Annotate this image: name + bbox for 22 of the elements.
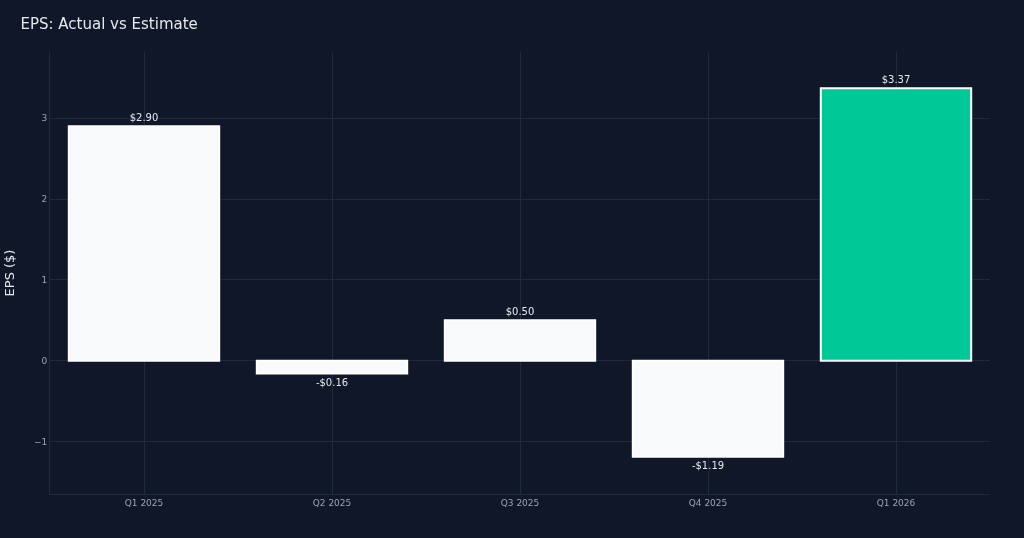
bar [67,125,221,362]
chart-title: EPS: Actual vs Estimate [20,15,198,34]
data-label: $3.37 [881,74,911,86]
y-tick-label: 1 [41,275,48,286]
x-tick-label: Q3 2025 [500,497,540,508]
y-axis-title: EPS ($) [2,249,17,297]
data-label: -$1.19 [691,459,725,471]
data-label: $0.50 [505,306,535,318]
y-tick-label: −1 [33,436,48,447]
data-label: $2.90 [129,112,159,124]
bar [631,359,785,458]
y-tick-label: 0 [41,355,48,366]
y-tick-label: 3 [41,113,48,124]
x-tick-label: Q1 2025 [124,497,164,508]
data-label: -$0.16 [315,376,349,388]
x-tick-label: Q4 2025 [688,497,728,508]
x-tick-label: Q2 2025 [312,497,352,508]
bar [255,359,409,375]
x-tick-label: Q1 2026 [876,497,916,508]
bar [443,319,597,362]
bar [819,87,973,362]
y-tick-label: 2 [41,194,48,205]
